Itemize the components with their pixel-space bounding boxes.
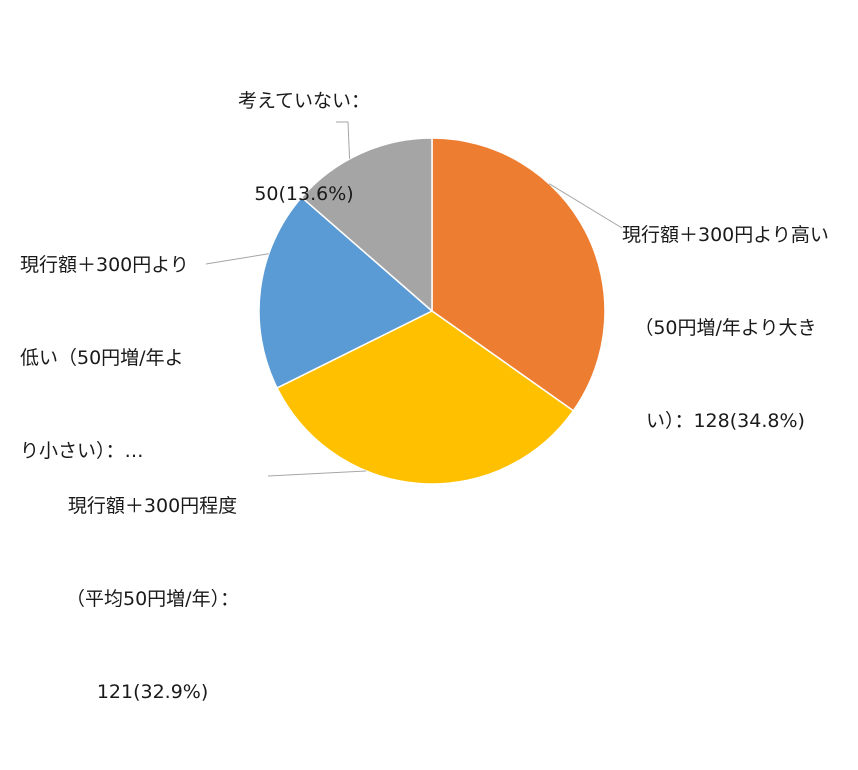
pie-slice-about-same xyxy=(276,310,575,485)
data-label-line: 現行額＋300円程度 xyxy=(67,495,238,517)
leader-line xyxy=(267,470,367,477)
leader-line xyxy=(205,253,269,265)
data-label-lower: 現行額＋300円より 低い（50円増/年よ り小さい）：… xyxy=(20,188,189,529)
leader-lines xyxy=(205,121,623,477)
data-label-line: 121(32.9%) xyxy=(96,681,209,703)
pie-slice-lower xyxy=(258,196,434,389)
pie-slices xyxy=(258,137,606,485)
data-label-line: 考えていない： xyxy=(238,90,371,112)
data-label-higher: 現行額＋300円より高い （50円増/年より大き い）：128(34.8%) xyxy=(622,158,829,499)
pie-slice-not-considered xyxy=(300,137,433,313)
data-label-line: 現行額＋300円より高い xyxy=(622,224,829,246)
pie-slice-higher xyxy=(431,137,606,412)
data-label-line: 低い（50円増/年よ xyxy=(20,347,184,369)
data-label-line: （50円増/年より大き xyxy=(634,317,817,339)
leader-line xyxy=(548,183,623,229)
data-label-not-considered: 考えていない： 50(13.6%) xyxy=(238,24,370,272)
pie-chart: 現行額＋300円より高い （50円増/年より大き い）：128(34.8%) 現… xyxy=(20,24,829,703)
data-label-line: 現行額＋300円より xyxy=(20,254,189,276)
data-label-line: り小さい）：… xyxy=(20,440,144,462)
data-label-line: （平均50円増/年）： xyxy=(66,588,240,610)
data-label-line: 50(13.6%) xyxy=(254,183,354,205)
data-label-line: い）：128(34.8%) xyxy=(645,410,805,432)
pie-plot-area xyxy=(205,121,623,485)
leader-line xyxy=(336,121,351,159)
